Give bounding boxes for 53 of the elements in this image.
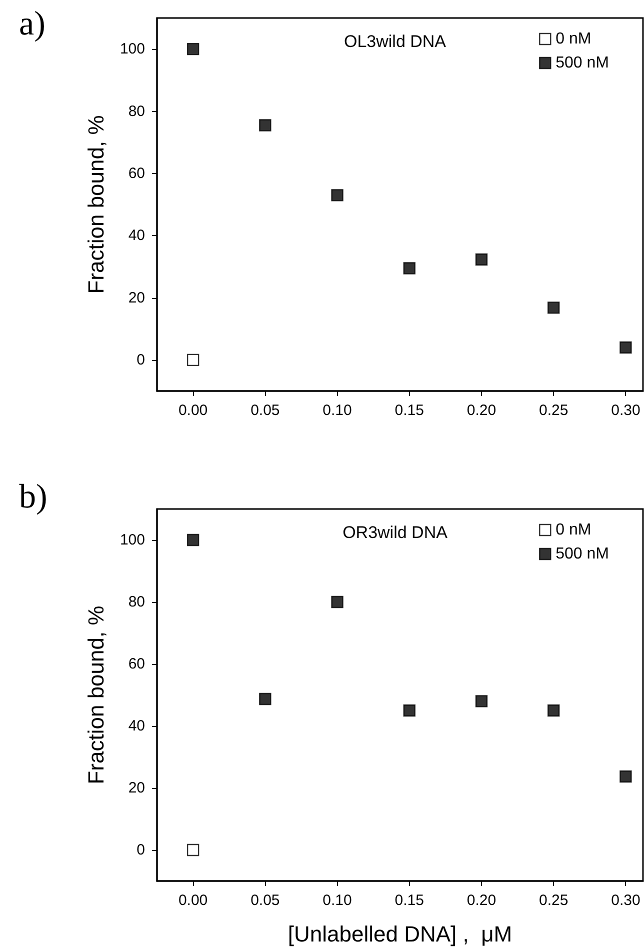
y-tick-label: 0: [136, 842, 145, 858]
point: [186, 534, 200, 546]
point: [620, 341, 632, 354]
y-tick-label: 80: [128, 102, 145, 120]
text: b): [19, 478, 48, 516]
x-tick-label: 0.00: [178, 892, 208, 909]
x-tick-label: 0.30: [611, 892, 640, 909]
legend-label: 0 nM: [556, 522, 592, 538]
point: [475, 253, 488, 266]
y-axis-title: Fraction bound, %: [84, 115, 108, 294]
x-tick-label: 0.25: [538, 402, 568, 419]
y-axis-title: Fraction bound, %: [84, 606, 108, 784]
point: [259, 692, 272, 706]
legend-label: 0 nM: [556, 30, 592, 48]
x-axis-title: [Unlabelled DNA] , μM: [288, 922, 512, 946]
y-tick-label: 60: [128, 164, 145, 182]
x-tick-label: 0.25: [538, 892, 568, 909]
legend-label: 500 nM: [556, 54, 610, 72]
x-tick-label: 0.20: [466, 402, 496, 419]
point: [475, 695, 488, 708]
y-tick-label: 60: [128, 656, 145, 672]
y-tick-label: 40: [128, 227, 145, 244]
y-tick-label: 80: [128, 594, 145, 610]
x-tick-label: 0.10: [322, 402, 352, 419]
y-tick-label: 20: [128, 289, 145, 306]
point: [186, 354, 200, 366]
point: [403, 262, 416, 274]
y-tick-label: 40: [128, 718, 145, 734]
legend-label: 500 nM: [556, 546, 610, 562]
x-tick-label: 0.20: [466, 892, 496, 909]
point: [620, 770, 632, 783]
point: [331, 596, 344, 608]
point: [547, 704, 560, 717]
y-tick-label: 100: [120, 40, 145, 58]
x-tick-label: 0.30: [611, 402, 640, 419]
x-tick-label: 0.15: [394, 402, 424, 419]
text: OL3wild DNA: [344, 32, 447, 51]
point: [331, 189, 344, 202]
point: [403, 704, 416, 717]
y-tick-label: 20: [128, 780, 145, 796]
y-tick-label: 100: [120, 532, 145, 548]
x-tick-label: 0.00: [178, 402, 208, 419]
point: [186, 844, 200, 856]
point: [547, 302, 560, 314]
x-tick-label: 0.05: [250, 402, 280, 419]
y-tick-label: 0: [136, 351, 145, 368]
text: OR3wild DNA: [342, 523, 448, 542]
point: [186, 42, 200, 56]
point: [259, 119, 272, 132]
text: a): [19, 6, 46, 42]
x-tick-label: 0.15: [394, 892, 424, 909]
x-tick-label: 0.05: [250, 892, 280, 909]
x-tick-label: 0.10: [322, 892, 352, 909]
